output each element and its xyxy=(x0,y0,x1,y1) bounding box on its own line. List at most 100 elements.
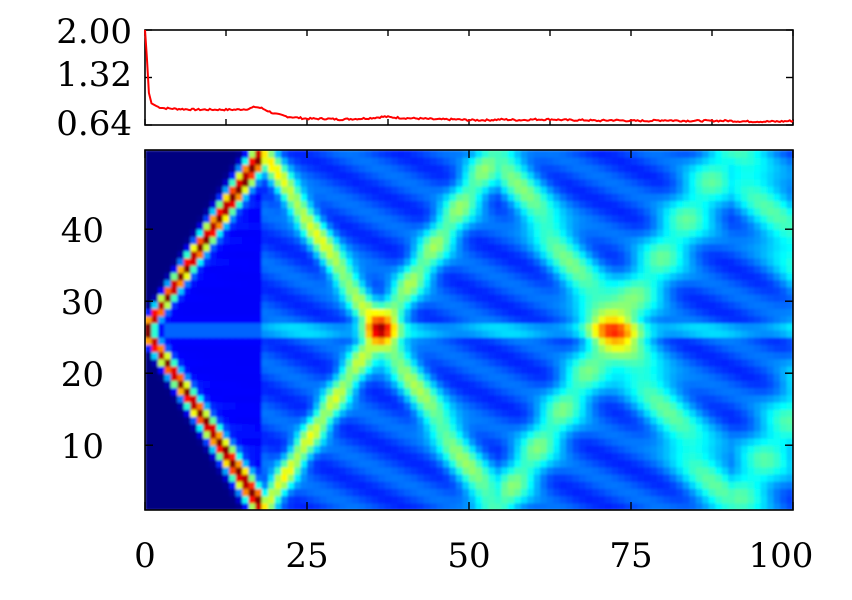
heatmap-cell xyxy=(760,394,768,403)
heatmap-cell xyxy=(643,150,652,158)
heatmap-cell xyxy=(572,330,580,338)
heatmap-cell xyxy=(326,474,334,482)
heatmap-cell xyxy=(203,466,211,475)
heatmap-cell xyxy=(287,387,295,396)
heatmap-cell xyxy=(579,236,587,245)
heatmap-cell xyxy=(689,373,697,381)
heatmap-cell xyxy=(728,452,736,461)
heatmap-cell xyxy=(501,294,509,302)
heatmap-cell xyxy=(501,164,509,173)
heatmap-cell xyxy=(624,330,632,338)
heatmap-cell xyxy=(410,430,418,439)
heatmap-cell xyxy=(786,474,793,482)
heatmap-cell xyxy=(611,308,619,317)
heatmap-cell xyxy=(345,315,353,324)
heatmap-cell xyxy=(540,488,548,497)
heatmap-cell xyxy=(695,272,703,281)
heatmap-cell xyxy=(384,301,392,309)
heatmap-cell xyxy=(345,466,353,475)
heatmap-cell xyxy=(507,452,515,461)
heatmap-cell xyxy=(559,171,567,180)
heatmap-cell xyxy=(209,366,217,374)
heatmap-cell xyxy=(261,466,269,475)
heatmap-cell xyxy=(307,466,315,475)
heatmap-cell xyxy=(229,265,237,273)
heatmap-cell xyxy=(618,279,626,288)
heatmap-cell xyxy=(274,474,282,482)
heatmap-cell xyxy=(676,344,684,353)
heatmap-cell xyxy=(533,193,541,201)
heatmap-cell xyxy=(527,315,535,324)
heatmap-cell xyxy=(235,380,243,389)
heatmap-cell xyxy=(585,330,593,338)
heatmap-cell xyxy=(378,351,386,360)
heatmap-cell xyxy=(274,250,282,259)
heatmap-cell xyxy=(378,250,386,259)
heatmap-cell xyxy=(177,265,185,273)
heatmap-cell xyxy=(715,438,723,446)
heatmap-cell xyxy=(579,481,587,489)
heatmap-cell xyxy=(449,236,457,245)
heatmap-cell xyxy=(255,459,263,468)
heatmap-cell xyxy=(773,207,781,216)
heatmap-cell xyxy=(190,337,198,345)
heatmap-cell xyxy=(598,373,606,381)
heatmap-cell xyxy=(404,308,412,317)
heatmap-cell xyxy=(261,495,269,504)
heatmap-cell xyxy=(780,423,788,432)
heatmap-cell xyxy=(430,344,438,353)
heatmap-cell xyxy=(332,459,340,468)
heatmap-cell xyxy=(203,373,211,381)
heatmap-cell xyxy=(326,466,334,475)
heatmap-cell xyxy=(170,322,178,331)
heatmap-cell xyxy=(767,222,775,230)
heatmap-cell xyxy=(196,243,204,252)
heatmap-cell xyxy=(339,416,347,425)
heatmap-cell xyxy=(585,358,593,367)
heatmap-cell xyxy=(391,445,399,453)
heatmap-cell xyxy=(624,308,632,317)
heatmap-cell xyxy=(365,488,373,497)
heatmap-cell xyxy=(216,214,224,223)
heatmap-cell xyxy=(494,164,502,173)
heatmap-cell xyxy=(242,193,250,201)
heatmap-cell xyxy=(540,373,548,381)
heatmap-cell xyxy=(469,409,477,417)
heatmap-cell xyxy=(773,466,781,475)
heatmap-cell xyxy=(417,294,425,302)
heatmap-cell xyxy=(287,416,295,425)
heatmap-cell xyxy=(624,416,632,425)
heatmap-cell xyxy=(229,337,237,345)
heatmap-cell xyxy=(741,344,749,353)
heatmap-cell xyxy=(780,452,788,461)
heatmap-cell xyxy=(339,229,347,237)
heatmap-cell xyxy=(520,315,528,324)
heatmap-cell xyxy=(190,481,198,489)
heatmap-cell xyxy=(145,481,153,489)
heatmap-cell xyxy=(494,502,502,510)
heatmap-cell xyxy=(773,322,781,331)
heatmap-cell xyxy=(209,459,217,468)
heatmap-cell xyxy=(358,495,366,504)
heatmap-cell xyxy=(708,481,716,489)
heatmap-cell xyxy=(345,178,353,187)
heatmap-cell xyxy=(339,236,347,245)
heatmap-cell xyxy=(695,373,703,381)
heatmap-cell xyxy=(397,416,405,425)
heatmap-cell xyxy=(242,250,250,259)
heatmap-cell xyxy=(754,387,762,396)
heatmap-cell xyxy=(248,157,256,165)
heatmap-cell xyxy=(546,236,554,245)
heatmap-cell xyxy=(261,214,269,223)
heatmap-cell xyxy=(313,222,321,230)
heatmap-cell xyxy=(527,322,535,331)
heatmap-cell xyxy=(177,164,185,173)
heatmap-cell xyxy=(611,150,619,158)
heatmap-cell xyxy=(384,373,392,381)
heatmap-cell xyxy=(183,214,191,223)
heatmap-cell xyxy=(605,214,613,223)
heatmap-cell xyxy=(507,430,515,439)
heatmap-cell xyxy=(294,250,302,259)
heatmap-cell xyxy=(592,207,600,216)
heatmap-cell xyxy=(352,416,360,425)
